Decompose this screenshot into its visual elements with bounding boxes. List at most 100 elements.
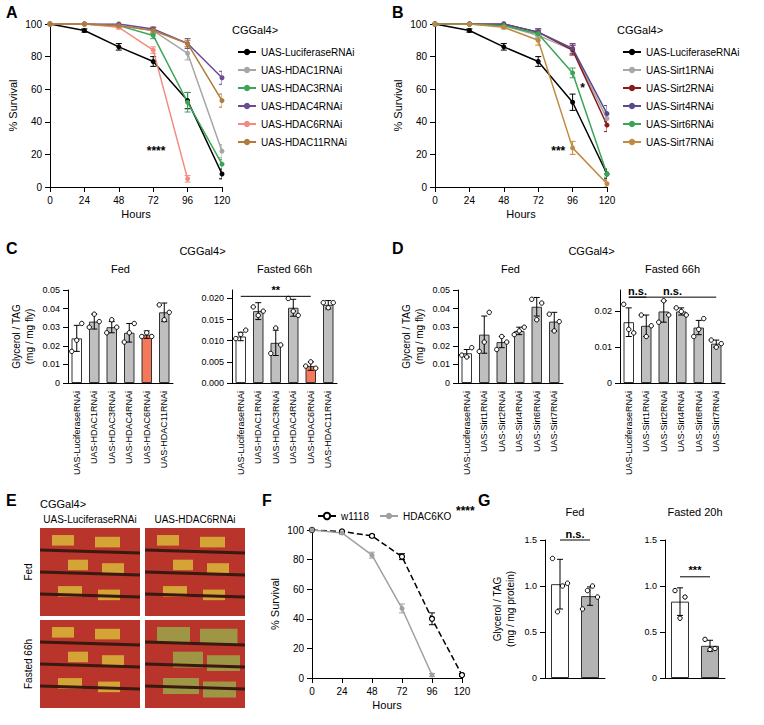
svg-text:CGGal4>: CGGal4>: [617, 24, 663, 36]
svg-text:UAS-Sirt1RNAi: UAS-Sirt1RNAi: [479, 391, 489, 452]
svg-text:0: 0: [607, 378, 612, 388]
svg-text:****: ****: [456, 504, 475, 518]
svg-text:UAS-HDAC3RNAi: UAS-HDAC3RNAi: [271, 391, 281, 464]
svg-text:0: 0: [36, 182, 42, 193]
svg-text:0: 0: [445, 378, 450, 388]
svg-text:1.0: 1.0: [644, 581, 657, 591]
svg-text:24: 24: [79, 195, 91, 206]
svg-text:0.010: 0.010: [201, 336, 224, 346]
svg-text:0.01: 0.01: [42, 359, 60, 369]
svg-text:100: 100: [410, 19, 427, 30]
svg-text:1.0: 1.0: [524, 581, 537, 591]
svg-text:0.01: 0.01: [594, 342, 612, 352]
svg-text:Fasted 66h: Fasted 66h: [23, 639, 34, 689]
svg-text:0: 0: [652, 673, 657, 683]
svg-text:UAS-Sirt4RNAi: UAS-Sirt4RNAi: [646, 101, 714, 112]
svg-text:n.s.: n.s.: [663, 285, 682, 297]
svg-text:0.02: 0.02: [594, 306, 612, 316]
svg-text:F: F: [262, 492, 272, 509]
svg-text:***: ***: [689, 564, 703, 576]
svg-text:UAS-Sirt1RNAi: UAS-Sirt1RNAi: [646, 65, 714, 76]
svg-text:D: D: [392, 240, 404, 257]
svg-text:60: 60: [293, 584, 305, 595]
svg-text:HDAC6KO: HDAC6KO: [403, 511, 452, 522]
svg-text:UAS-HDAC6RNAi: UAS-HDAC6RNAi: [142, 391, 152, 464]
svg-text:100: 100: [287, 525, 304, 536]
svg-text:UAS-LuciferaseRNAi: UAS-LuciferaseRNAi: [43, 514, 136, 525]
svg-text:48: 48: [366, 686, 378, 697]
svg-text:0.5: 0.5: [644, 627, 657, 637]
svg-text:UAS-HDAC4RNAi: UAS-HDAC4RNAi: [288, 391, 298, 464]
svg-text:96: 96: [182, 195, 194, 206]
svg-text:96: 96: [426, 686, 438, 697]
svg-text:UAS-Sirt7RNAi: UAS-Sirt7RNAi: [549, 391, 559, 452]
svg-text:0.05: 0.05: [432, 285, 450, 295]
svg-text:0.01: 0.01: [432, 359, 450, 369]
svg-text:80: 80: [293, 554, 305, 565]
svg-text:Fasted 66h: Fasted 66h: [257, 263, 312, 275]
svg-text:0: 0: [47, 195, 53, 206]
svg-text:UAS-HDAC6RNAi: UAS-HDAC6RNAi: [261, 119, 342, 130]
svg-text:20: 20: [416, 149, 428, 160]
svg-text:100: 100: [25, 19, 42, 30]
svg-text:96: 96: [567, 195, 579, 206]
svg-text:0.03: 0.03: [432, 322, 450, 332]
svg-text:UAS-Sirt7RNAi: UAS-Sirt7RNAi: [711, 391, 721, 452]
svg-text:UAS-Sirt6RNAi: UAS-Sirt6RNAi: [646, 119, 714, 130]
svg-text:40: 40: [416, 116, 428, 127]
svg-text:Fed: Fed: [23, 563, 34, 580]
svg-text:UAS-LuciferaseRNAi: UAS-LuciferaseRNAi: [72, 391, 82, 475]
svg-text:CGGal4>: CGGal4>: [232, 24, 278, 36]
svg-text:20: 20: [293, 643, 305, 654]
svg-text:40: 40: [293, 613, 305, 624]
svg-text:B: B: [392, 4, 404, 21]
svg-text:80: 80: [31, 51, 43, 62]
svg-text:n.s.: n.s.: [566, 528, 585, 540]
svg-text:E: E: [6, 492, 17, 509]
svg-text:0.5: 0.5: [524, 627, 537, 637]
svg-text:UAS-LuciferaseRNAi: UAS-LuciferaseRNAi: [646, 47, 739, 58]
svg-text:UAS-LuciferaseRNAi: UAS-LuciferaseRNAi: [236, 391, 246, 475]
svg-text:48: 48: [113, 195, 125, 206]
svg-text:1.5: 1.5: [524, 535, 537, 545]
svg-text:0: 0: [298, 673, 304, 684]
svg-text:72: 72: [533, 195, 545, 206]
svg-text:UAS-Sirt7RNAi: UAS-Sirt7RNAi: [646, 137, 714, 148]
svg-text:G: G: [478, 492, 490, 509]
svg-text:60: 60: [416, 84, 428, 95]
svg-text:UAS-HDAC4RNAi: UAS-HDAC4RNAi: [261, 101, 342, 112]
svg-text:0.005: 0.005: [201, 357, 224, 367]
svg-text:Fed: Fed: [566, 506, 585, 518]
svg-text:0: 0: [55, 378, 60, 388]
svg-text:UAS-Sirt1RNAi: UAS-Sirt1RNAi: [641, 391, 651, 452]
svg-text:Fed: Fed: [111, 263, 130, 275]
svg-text:1.5: 1.5: [644, 535, 657, 545]
svg-text:UAS-HDAC4RNAi: UAS-HDAC4RNAi: [124, 391, 134, 464]
svg-text:UAS-Sirt2RNAi: UAS-Sirt2RNAi: [646, 83, 714, 94]
svg-text:UAS-Sirt2RNAi: UAS-Sirt2RNAi: [659, 391, 669, 452]
svg-text:**: **: [271, 284, 280, 296]
svg-text:120: 120: [454, 686, 471, 697]
svg-text:% Survival: % Survival: [392, 80, 404, 132]
svg-text:% Survival: % Survival: [269, 578, 281, 630]
svg-text:UAS-HDAC11RNAi: UAS-HDAC11RNAi: [261, 137, 347, 148]
svg-text:24: 24: [336, 686, 348, 697]
svg-text:UAS-HDAC3RNAi: UAS-HDAC3RNAi: [261, 83, 342, 94]
svg-text:Glycerol / TAG: Glycerol / TAG: [492, 576, 503, 641]
svg-text:0.03: 0.03: [42, 322, 60, 332]
svg-text:0.000: 0.000: [201, 378, 224, 388]
svg-text:Fasted 66h: Fasted 66h: [645, 263, 700, 275]
svg-text:0: 0: [532, 673, 537, 683]
svg-text:0.05: 0.05: [42, 285, 60, 295]
svg-text:72: 72: [148, 195, 160, 206]
svg-text:CGGal4>: CGGal4>: [179, 245, 225, 257]
svg-text:0: 0: [432, 195, 438, 206]
svg-text:0.04: 0.04: [42, 304, 60, 314]
svg-text:Glycerol / TAG: Glycerol / TAG: [401, 304, 412, 369]
svg-text:48: 48: [498, 195, 510, 206]
svg-text:UAS-HDAC11RNAi: UAS-HDAC11RNAi: [159, 391, 169, 468]
svg-text:0.02: 0.02: [42, 341, 60, 351]
svg-text:UAS-HDAC1RNAi: UAS-HDAC1RNAi: [253, 391, 263, 464]
svg-text:Fasted 20h: Fasted 20h: [667, 506, 722, 518]
svg-text:(mg / mg protein): (mg / mg protein): [505, 571, 516, 647]
